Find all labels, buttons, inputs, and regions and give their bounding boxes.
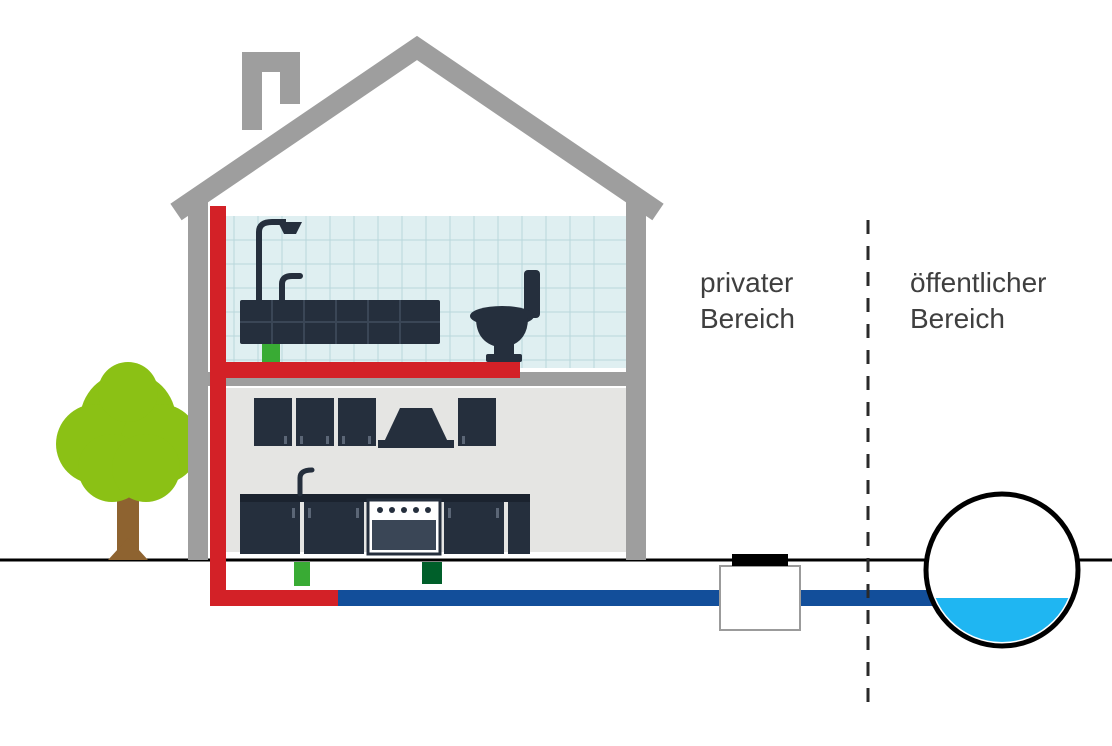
kitchen-upper-cabinets [254,398,496,448]
public-label-l1: öffentlicher [910,267,1046,298]
main-sewer-icon [926,494,1078,658]
pipe-infographic: privater Bereich öffentlicher Bereich [0,0,1112,746]
private-label-l2: Bereich [700,303,795,334]
floor-trap [422,562,442,584]
private-label-l1: privater [700,267,793,298]
tree-icon [56,362,200,560]
public-label-l2: Bereich [910,303,1005,334]
manhole-icon [720,554,800,630]
floor-trap [294,562,310,586]
area-labels: privater Bereich öffentlicher Bereich [700,267,1046,334]
